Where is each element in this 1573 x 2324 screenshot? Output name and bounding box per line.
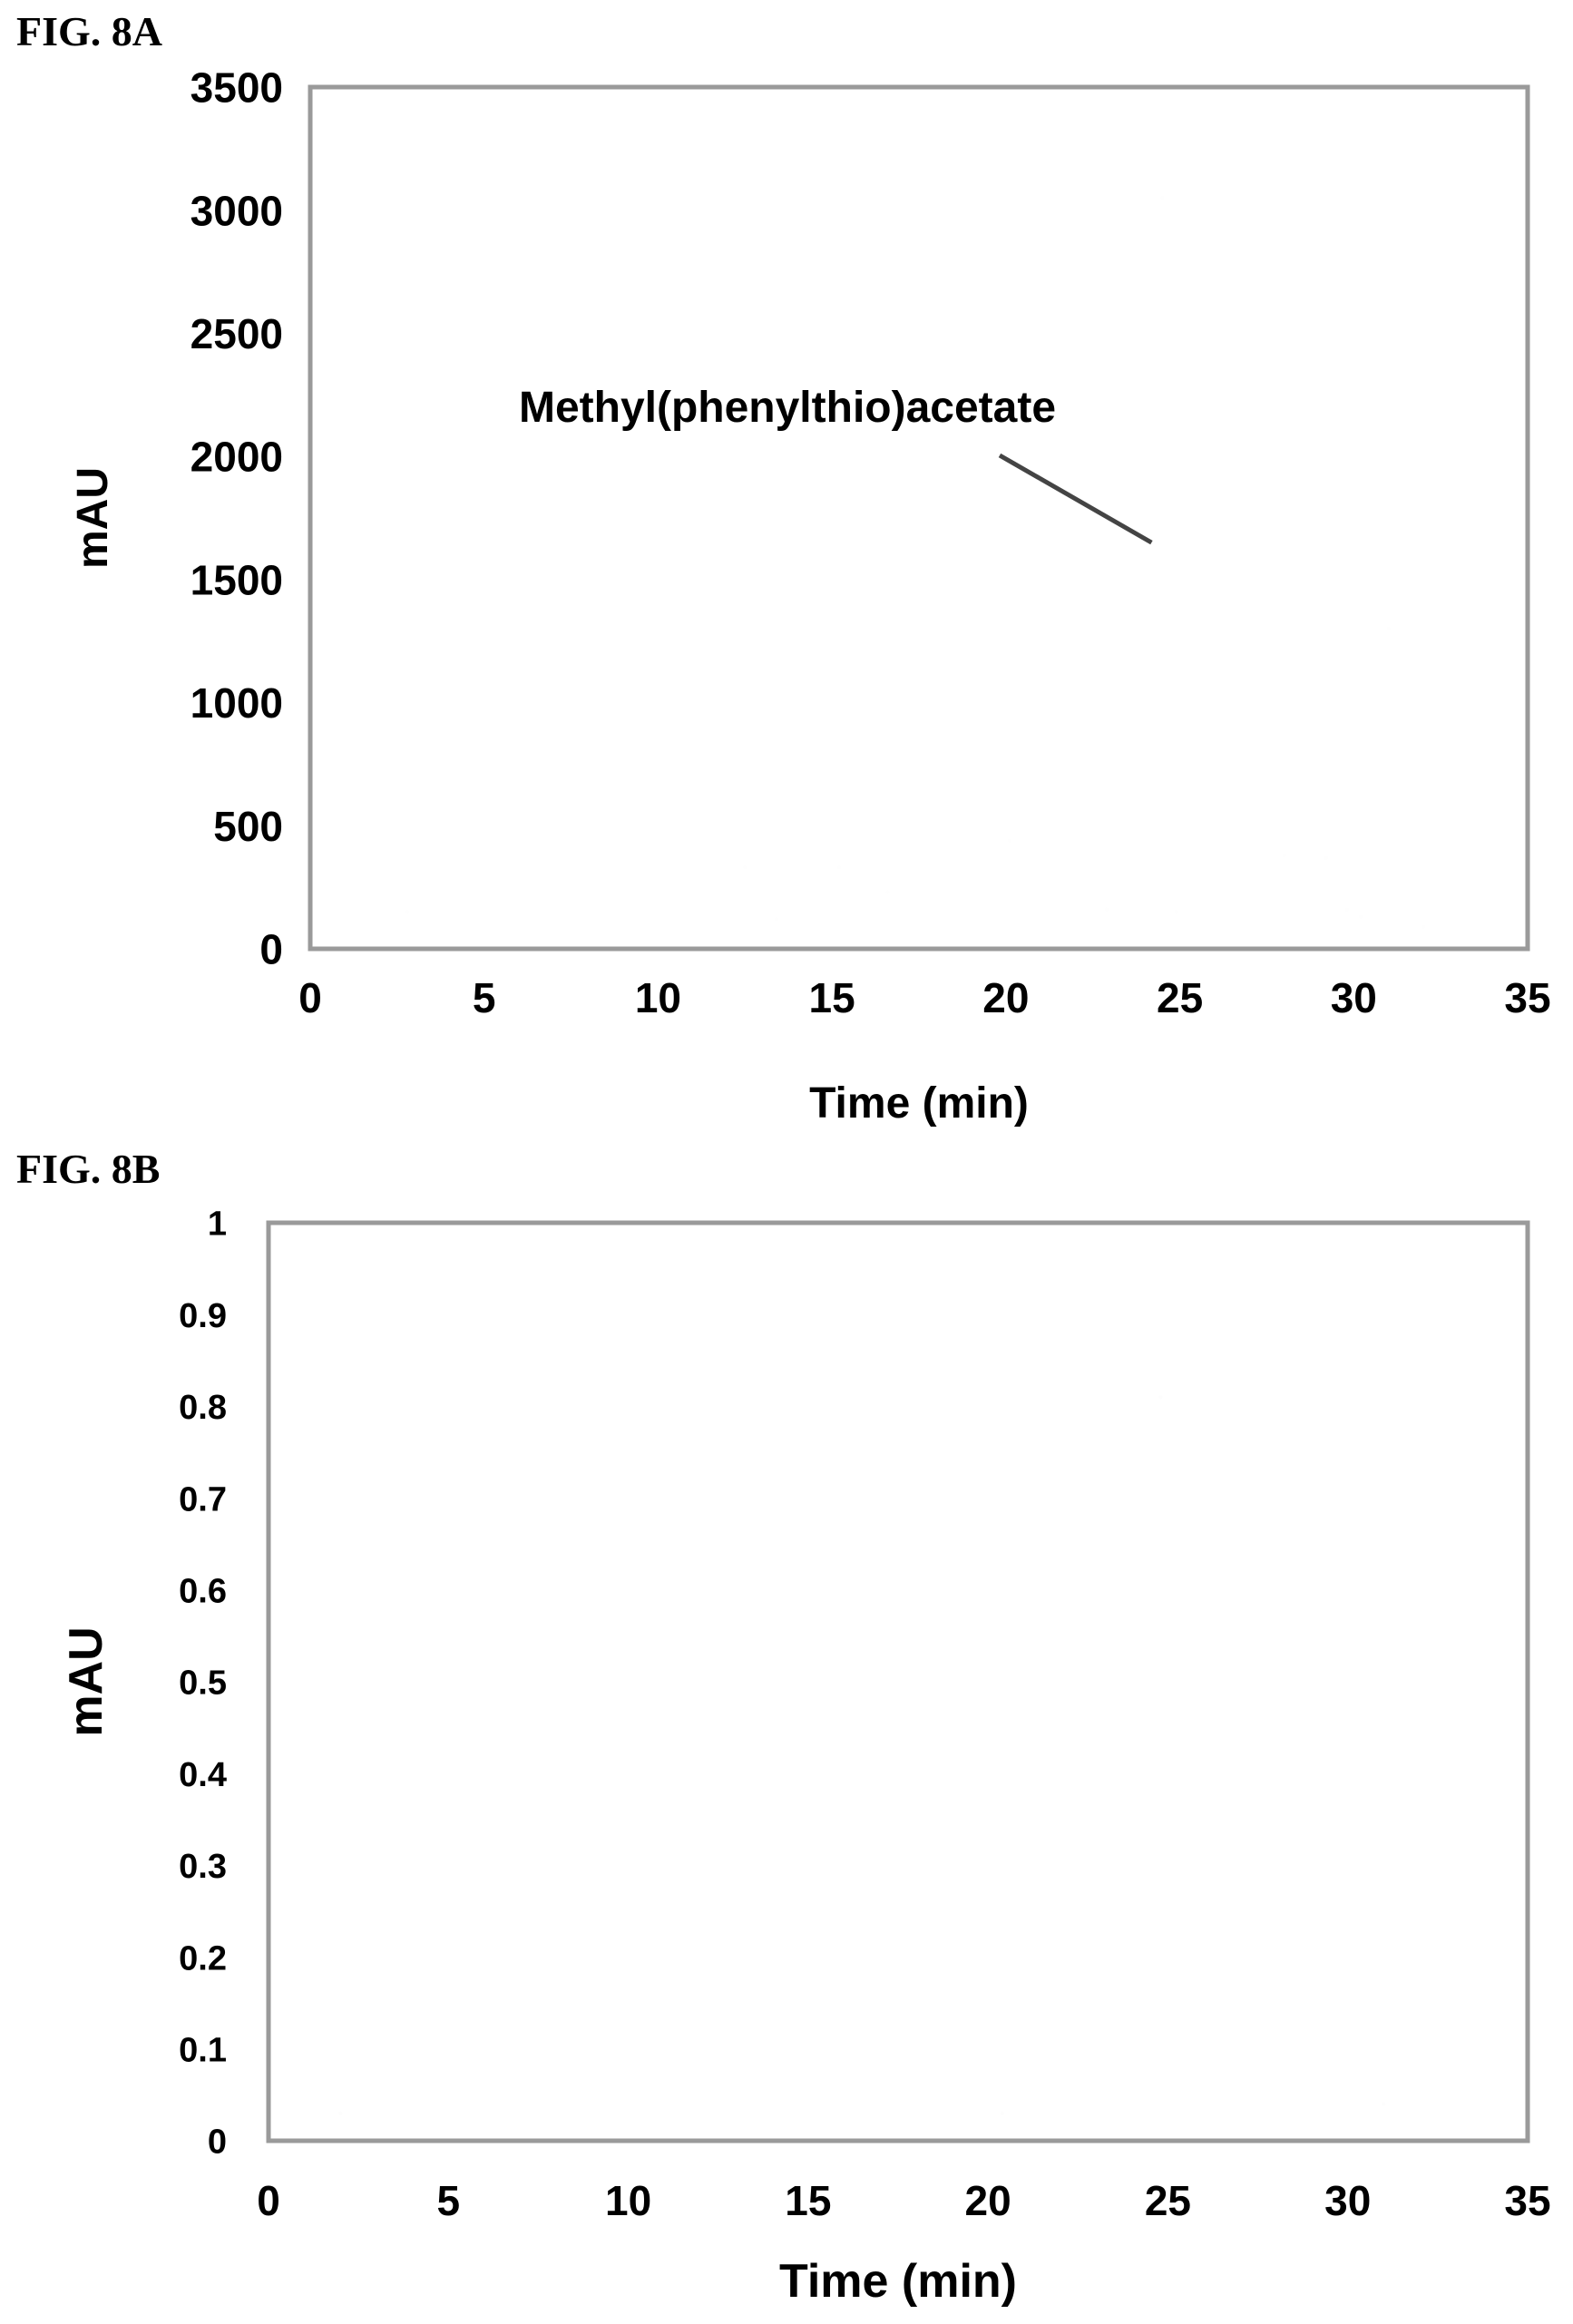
chart-a-plot-frame (308, 84, 1530, 952)
chart-a-annotation-leader-line (998, 453, 1153, 545)
chart-b-plot-frame (266, 1220, 1530, 2143)
chart-a-peak-point (1387, 627, 1391, 630)
chart-a-peak-point (1359, 915, 1363, 919)
chart-a-y-tick-label: 2500 (191, 310, 283, 357)
chart-a-peak-point (1324, 856, 1328, 860)
figure-label-a: FIG. 8A (16, 8, 162, 54)
chart-a-x-tick-label: 0 (298, 974, 322, 1021)
chart-b-peak-point (1158, 1395, 1162, 1399)
chart-a-y-tick-label: 3000 (191, 187, 283, 234)
chart-a-y-tick-label: 2000 (191, 434, 283, 481)
chart-a-x-tick-label: 15 (809, 974, 855, 1021)
chart-a-peak-point (1160, 196, 1164, 200)
chart-a-annotation-label: Methyl(phenylthio)acetate (519, 384, 1056, 432)
chart-b-y-tick-label: 0.5 (179, 1665, 227, 1703)
chart-b-x-axis-title: Time (min) (779, 2255, 1017, 2308)
chart-b-y-tick-label: 1 (208, 1206, 227, 1244)
chart-a-peak-point (1422, 925, 1425, 929)
chart-a-x-axis-title: Time (min) (809, 1079, 1029, 1128)
chart-a-peak-point (743, 865, 747, 869)
chart-b-y-tick-label: 0.7 (179, 1480, 227, 1518)
chart-b-peak-point (1382, 2103, 1385, 2106)
chart-b-x-tick-label: 5 (436, 2177, 460, 2224)
chart-b-y-axis-title: mAU (60, 1626, 112, 1736)
chart-a-x-tick-label: 25 (1157, 974, 1203, 1021)
chart-a-y-tick-label: 1500 (191, 556, 283, 603)
chart-b-y-tick-label: 0 (208, 2124, 227, 2162)
chart-a-x-tick-label: 5 (473, 974, 496, 1021)
chart-a-x-tick-label: 30 (1331, 974, 1377, 1021)
chart-b-y-tick-label: 0.3 (179, 1848, 227, 1886)
chart-a-peak-point (775, 917, 778, 921)
chart-b-x-tick-label: 20 (965, 2177, 1011, 2224)
chart-a-x-tick-label: 20 (982, 974, 1029, 1021)
chart-a-x-tick-label: 10 (635, 974, 681, 1021)
chart-b-x-tick-label: 15 (785, 2177, 831, 2224)
chart-b-y-tick-label: 0.2 (179, 1939, 227, 1977)
chart-a-peak-point (885, 891, 889, 894)
chart-a-y-tick-label: 1000 (191, 679, 283, 727)
chart-b-y-tick-label: 0.9 (179, 1297, 227, 1335)
chart-a-y-tick-label: 0 (259, 926, 283, 973)
chart-a-x-tick-label: 35 (1504, 974, 1550, 1021)
chart-b-x-tick-label: 0 (257, 2177, 280, 2224)
chart-b-y-tick-label: 0.4 (179, 1756, 227, 1794)
chart-a-y-tick-label: 3500 (191, 64, 283, 112)
chart-a-y-tick-label: 500 (213, 803, 283, 850)
chart-b-y-tick-label: 0.8 (179, 1389, 227, 1427)
chart-b-x-tick-label: 35 (1504, 2177, 1550, 2224)
figure-label-b: FIG. 8B (16, 1146, 161, 1192)
chart-a-peak-point (1283, 854, 1286, 857)
chart-a-peak-point (1345, 908, 1349, 912)
chart-a-peak-point (837, 865, 841, 869)
chart-b-x-tick-label: 25 (1145, 2177, 1191, 2224)
chart-b-y-tick-label: 0.1 (179, 2031, 227, 2069)
chart-a-peak-point (1008, 839, 1011, 843)
chart-b-y-tick-label: 0.6 (179, 1572, 227, 1610)
chart-b-peak-point (338, 2112, 342, 2115)
chart-b-x-tick-label: 30 (1324, 2177, 1371, 2224)
chart-a-peak-point (405, 910, 409, 913)
chart-b-x-tick-label: 10 (605, 2177, 651, 2224)
chart-a-peak-point (1175, 910, 1178, 913)
chart-a-y-axis-title: mAU (69, 467, 117, 569)
chart-a-peak-point (1105, 908, 1109, 912)
chart-b: 00.10.20.30.40.50.60.70.80.910 5 10 15 20 25 3… (0, 1143, 1551, 2308)
chart-b-peak-point (1001, 2112, 1004, 2115)
chart-a: 0 500 1000 1500 2000 2500 3000 3500 0 5 10 15 20 25 30… (0, 0, 1551, 1128)
